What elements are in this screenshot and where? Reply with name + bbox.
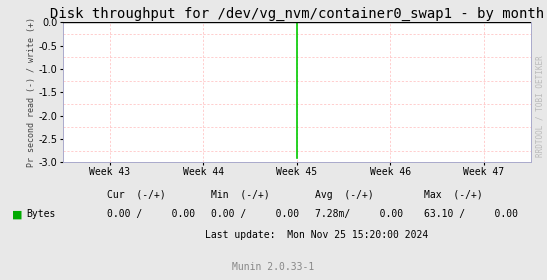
Title: Disk throughput for /dev/vg_nvm/container0_swap1 - by month: Disk throughput for /dev/vg_nvm/containe… bbox=[50, 7, 544, 21]
Text: 0.00 /     0.00: 0.00 / 0.00 bbox=[211, 209, 299, 219]
Text: Cur  (-/+): Cur (-/+) bbox=[107, 190, 165, 200]
Y-axis label: Pr second read (-) / write (+): Pr second read (-) / write (+) bbox=[27, 17, 36, 167]
Text: Last update:  Mon Nov 25 15:20:00 2024: Last update: Mon Nov 25 15:20:00 2024 bbox=[205, 230, 428, 240]
Text: Min  (-/+): Min (-/+) bbox=[211, 190, 269, 200]
Text: Avg  (-/+): Avg (-/+) bbox=[315, 190, 373, 200]
Text: 7.28m/     0.00: 7.28m/ 0.00 bbox=[315, 209, 403, 219]
Text: Munin 2.0.33-1: Munin 2.0.33-1 bbox=[232, 262, 315, 272]
Text: ■: ■ bbox=[12, 209, 22, 219]
Text: Bytes: Bytes bbox=[26, 209, 56, 219]
Text: RRDTOOL / TOBI OETIKER: RRDTOOL / TOBI OETIKER bbox=[536, 55, 544, 157]
Text: Max  (-/+): Max (-/+) bbox=[424, 190, 482, 200]
Text: 0.00 /     0.00: 0.00 / 0.00 bbox=[107, 209, 195, 219]
Text: 63.10 /     0.00: 63.10 / 0.00 bbox=[424, 209, 518, 219]
